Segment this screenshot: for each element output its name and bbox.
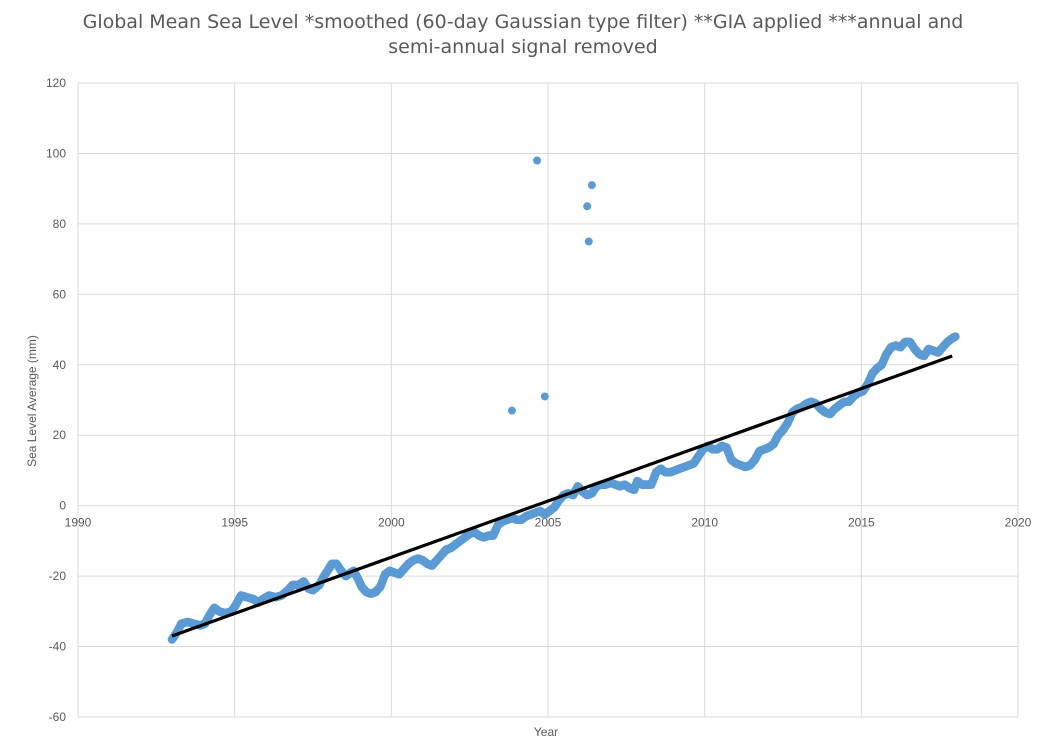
y-tick-label: 20 (53, 428, 67, 442)
y-tick-label: 100 (46, 146, 66, 160)
y-tick-label: -20 (49, 569, 67, 583)
outlier-point (584, 237, 593, 246)
x-tick-label: 2005 (535, 516, 562, 530)
outlier-point (587, 181, 596, 190)
x-axis-title: Year (534, 725, 558, 739)
data-points (167, 156, 960, 644)
x-tick-label: 1995 (221, 516, 248, 530)
x-tick-label: 2015 (848, 516, 875, 530)
x-tick-label: 2010 (691, 516, 718, 530)
y-tick-label: -60 (49, 710, 67, 724)
y-tick-label: 60 (53, 287, 67, 301)
y-tick-label: 0 (59, 499, 66, 513)
data-point (951, 332, 960, 341)
chart-title-line-1: Global Mean Sea Level *smoothed (60-day … (82, 11, 964, 33)
outlier-point (583, 202, 592, 211)
y-tick-label: 80 (53, 217, 67, 231)
x-tick-label: 1990 (65, 516, 92, 530)
y-tick-label: -40 (49, 640, 67, 654)
y-tick-labels: -60 -40 -20 0 20 40 60 80 100 120 (46, 76, 66, 724)
chart-title-line-2: semi-annual signal removed (388, 36, 658, 58)
y-axis-title: Sea Level Average (mm) (25, 335, 39, 467)
grid-lines (77, 82, 1019, 718)
x-tick-label: 2000 (378, 516, 405, 530)
chart-title: Global Mean Sea Level *smoothed (60-day … (60, 10, 986, 60)
trendline-layer (171, 354, 953, 638)
x-tick-label: 2020 (1005, 516, 1032, 530)
y-tick-label: 120 (46, 76, 66, 90)
x-tick-labels: 1990 1995 2000 2005 2010 2015 2020 (65, 516, 1032, 530)
outlier-point (507, 406, 516, 415)
outlier-point (540, 392, 549, 401)
outlier-point (533, 156, 542, 165)
y-tick-label: 40 (53, 358, 67, 372)
linear-trendline (171, 354, 953, 638)
